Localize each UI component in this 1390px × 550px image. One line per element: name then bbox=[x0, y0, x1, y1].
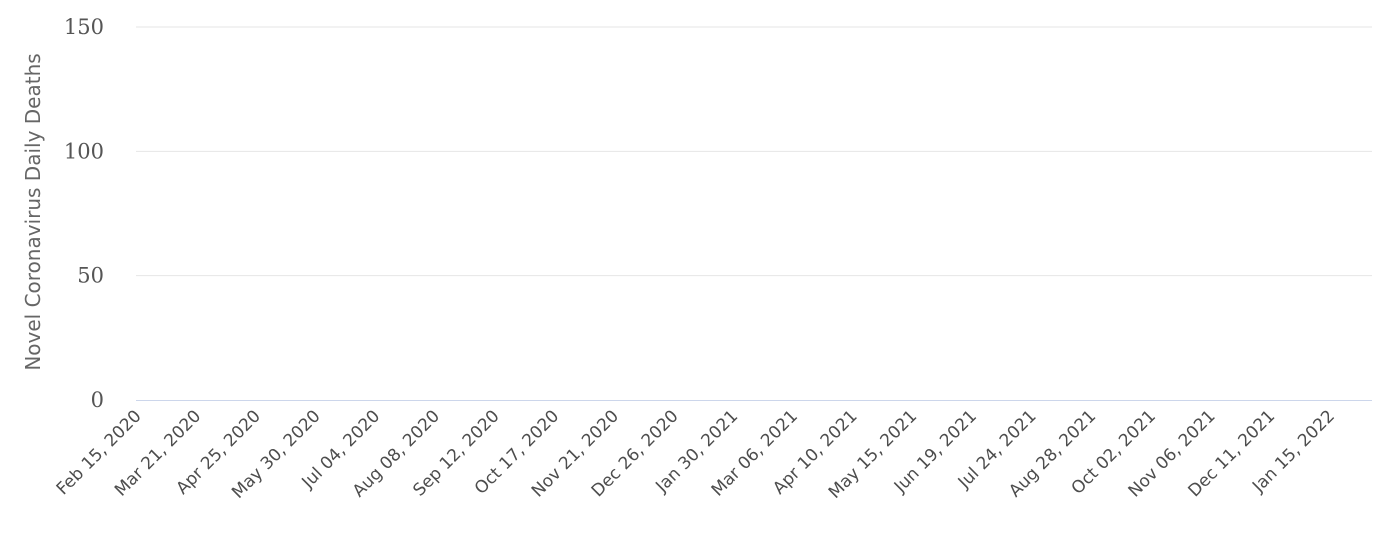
y-axis-label: Novel Coronavirus Daily Deaths bbox=[21, 53, 45, 370]
y-axis-ticks: 0 50 100 150 bbox=[64, 15, 104, 412]
y-tick-label: 0 bbox=[91, 388, 104, 412]
y-tick-label: 50 bbox=[77, 264, 104, 288]
y-tick-label: 150 bbox=[64, 15, 104, 39]
gridlines bbox=[136, 26, 1372, 277]
y-tick-label: 100 bbox=[64, 139, 104, 163]
